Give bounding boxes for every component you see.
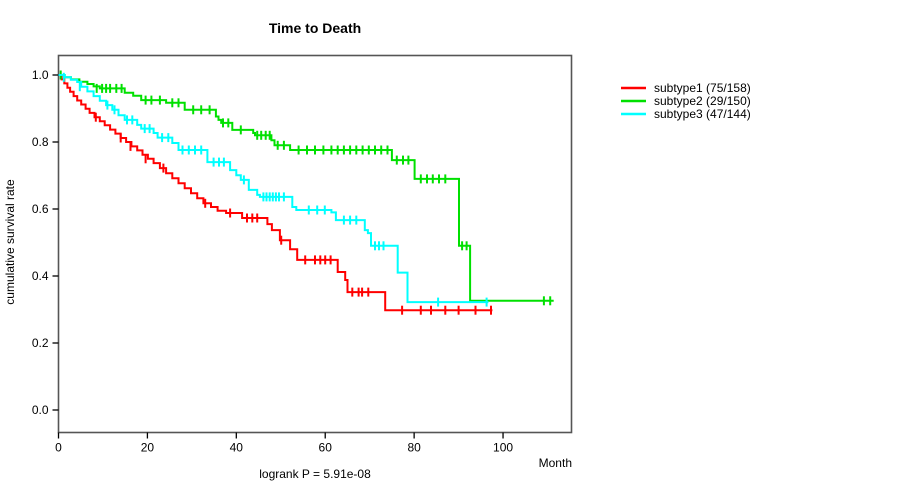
y-axis-label: cumulative survival rate (3, 179, 17, 305)
y-tick-label: 0.2 (32, 336, 49, 350)
plot-box (57, 54, 573, 434)
survival-curve-subtype2 (58, 74, 554, 302)
legend-label-subtype2: subtype2 (29/150) (654, 94, 751, 108)
censor-marks-subtype1 (94, 112, 492, 315)
x-axis-label: Month (539, 456, 572, 470)
censor-marks-subtype3 (62, 72, 488, 307)
y-tick-label: 0.8 (32, 135, 49, 149)
y-axis-ticks: 0.0 0.2 0.4 0.6 0.8 1.0 (32, 68, 59, 417)
legend: subtype1 (75/158)subtype2 (29/150)subtyp… (621, 81, 751, 121)
x-axis-ticks: 0 20 40 60 80 100 (55, 432, 513, 455)
y-tick-label: 0.0 (32, 403, 49, 417)
legend-label-subtype1: subtype1 (75/158) (654, 81, 751, 95)
x-tick-label: 40 (230, 441, 244, 455)
y-tick-label: 0.6 (32, 202, 49, 216)
x-tick-label: 80 (407, 441, 421, 455)
legend-label-subtype3: subtype3 (47/144) (654, 107, 751, 121)
x-tick-label: 60 (319, 441, 333, 455)
logrank-annotation: logrank P = 5.91e-08 (259, 467, 371, 481)
y-tick-label: 0.4 (32, 269, 49, 283)
x-tick-label: 100 (493, 441, 513, 455)
x-tick-label: 0 (55, 441, 62, 455)
plot-frame (57, 54, 573, 434)
survival-curve-subtype1 (58, 74, 493, 312)
y-tick-label: 1.0 (32, 68, 49, 82)
censor-marks-subtype2 (59, 70, 552, 306)
survival-curve-subtype3 (58, 74, 489, 304)
survival-curves (58, 70, 554, 315)
x-tick-label: 20 (141, 441, 155, 455)
chart-title: Time to Death (269, 20, 361, 36)
